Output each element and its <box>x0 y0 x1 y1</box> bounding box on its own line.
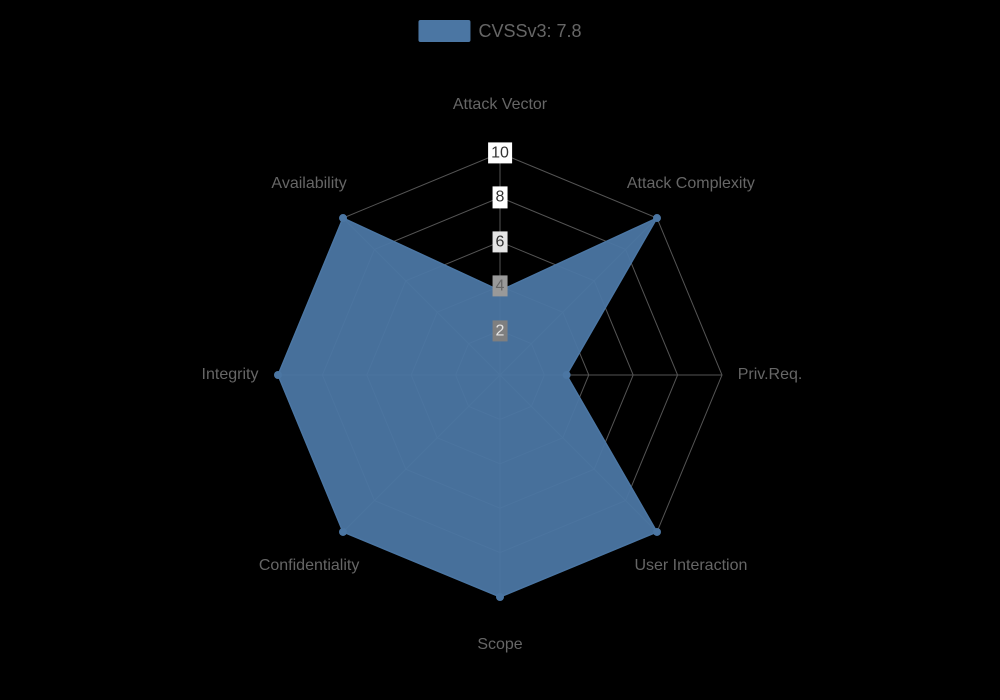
tick-label: 4 <box>493 276 508 297</box>
radar-chart-container: CVSSv3: 7.8 Attack Vector Attack Complexi… <box>0 0 1000 700</box>
data-point[interactable] <box>274 371 282 379</box>
data-point[interactable] <box>563 371 571 379</box>
tick-label: 6 <box>493 231 508 252</box>
tick-label: 8 <box>493 187 508 208</box>
axis-label: Priv.Req. <box>738 366 803 384</box>
axis-label: User Interaction <box>634 557 747 575</box>
axis-label: Integrity <box>202 366 259 384</box>
data-point[interactable] <box>339 528 347 536</box>
series-area[interactable] <box>278 218 657 597</box>
tick-label: 10 <box>488 142 512 163</box>
legend-swatch <box>418 20 470 42</box>
axis-label: Confidentiality <box>259 557 360 575</box>
legend[interactable]: CVSSv3: 7.8 <box>418 20 581 42</box>
axis-label: Attack Complexity <box>627 175 755 193</box>
axis-label: Availability <box>271 175 346 193</box>
data-point[interactable] <box>653 528 661 536</box>
data-point[interactable] <box>496 593 504 601</box>
legend-label: CVSSv3: 7.8 <box>478 21 581 42</box>
tick-label: 2 <box>493 320 508 341</box>
axis-label: Attack Vector <box>453 96 547 114</box>
data-point[interactable] <box>339 214 347 222</box>
axis-label: Scope <box>477 636 522 654</box>
data-point[interactable] <box>653 214 661 222</box>
